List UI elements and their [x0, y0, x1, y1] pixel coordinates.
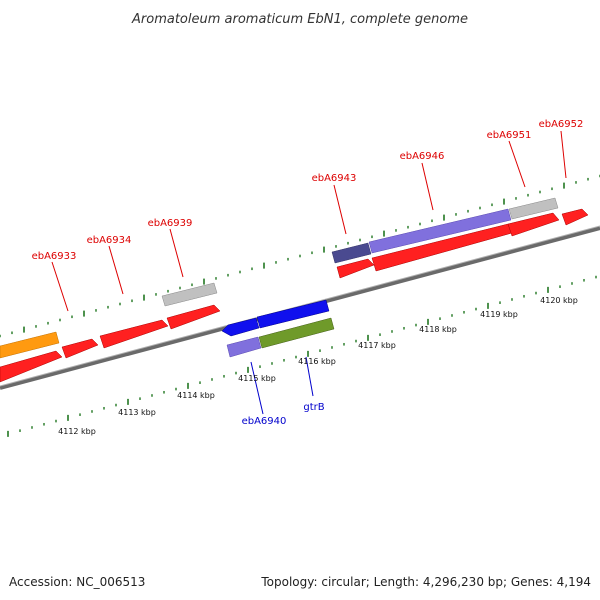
gene-label: ebA6933 — [32, 251, 77, 262]
feature-red-3 — [166, 304, 221, 330]
feature-red-7 — [561, 208, 589, 226]
gene-label: ebA6951 — [487, 130, 532, 141]
gene-label: ebA6934 — [87, 235, 132, 246]
feature-red-6 — [507, 212, 560, 237]
feature-purple-low — [226, 336, 262, 358]
feature-purple-top — [368, 208, 512, 254]
gene-label: gtrB — [303, 402, 324, 413]
map-title: Aromatoleum aromaticum EbN1, complete ge… — [131, 12, 468, 27]
label-leaders-blue — [250, 356, 314, 415]
scale-label: 4118 kbp — [419, 325, 457, 334]
feature-grey-top-2 — [508, 197, 559, 220]
feature-darkpurple — [331, 242, 372, 264]
gene-labels: ebA6933 ebA6934 ebA6939 ebA6943 ebA6946 … — [32, 119, 584, 427]
feature-red-2 — [99, 319, 169, 349]
topology-text: Topology: circular; Length: 4,296,230 bp… — [260, 575, 591, 589]
label-leaders — [51, 130, 567, 312]
feature-grey-top-1 — [161, 282, 218, 307]
upper-tick-row — [0, 174, 600, 338]
feature-red-4 — [336, 258, 375, 279]
gene-label: ebA6943 — [312, 173, 357, 184]
lower-tick-row — [7, 275, 597, 437]
scale-label: 4112 kbp — [58, 427, 96, 436]
gene-label: ebA6946 — [400, 151, 445, 162]
scale-label: 4120 kbp — [540, 296, 578, 305]
scale-label: 4119 kbp — [480, 310, 518, 319]
accession-text: Accession: NC_006513 — [9, 575, 145, 589]
gene-label: ebA6939 — [148, 218, 193, 229]
scale-label: 4113 kbp — [118, 408, 156, 417]
feature-olive — [258, 317, 335, 349]
feature-blue-2 — [256, 299, 330, 329]
feature-blue-1 — [221, 317, 260, 337]
feature-red-left — [0, 350, 63, 383]
feature-red-1 — [61, 338, 99, 359]
scale-label: 4117 kbp — [358, 341, 396, 350]
gene-label: ebA6940 — [242, 416, 287, 427]
scale-label: 4115 kbp — [238, 374, 276, 383]
features — [0, 197, 589, 383]
feature-orange — [0, 331, 60, 359]
scale-labels: 4112 kbp 4113 kbp 4114 kbp 4115 kbp 4116… — [58, 296, 578, 436]
scale-label: 4114 kbp — [177, 391, 215, 400]
scale-label: 4116 kbp — [298, 357, 336, 366]
gene-label: ebA6952 — [539, 119, 584, 130]
